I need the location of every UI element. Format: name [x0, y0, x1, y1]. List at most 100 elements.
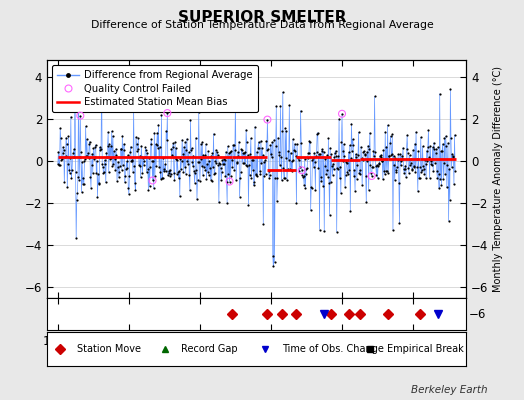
- Point: [402, 145, 411, 152]
- Point: [167, 171, 175, 177]
- Point: [96, 147, 105, 154]
- Point: [171, 156, 180, 163]
- Point: [440, 160, 448, 166]
- Point: [358, 182, 366, 188]
- Point: [254, 139, 263, 145]
- Point: [100, 169, 108, 175]
- Point: [166, 166, 174, 173]
- Point: [343, 160, 351, 166]
- Point: [229, 142, 237, 148]
- Point: [253, 173, 261, 179]
- Point: [403, 132, 411, 138]
- Point: [227, 147, 235, 154]
- Point: [182, 147, 191, 153]
- Point: [347, 120, 356, 127]
- Point: [302, 171, 310, 177]
- Point: [429, 144, 437, 150]
- Point: [370, 93, 379, 100]
- Point: [444, 218, 453, 224]
- Point: [334, 153, 342, 160]
- Point: [421, 156, 429, 163]
- Point: [196, 156, 205, 163]
- Point: [121, 179, 129, 185]
- Point: [431, 160, 439, 166]
- Point: [294, 155, 302, 161]
- Point: [434, 171, 443, 177]
- Point: [435, 90, 444, 97]
- Point: [275, 149, 283, 155]
- Point: [249, 182, 258, 188]
- Point: [212, 160, 221, 166]
- Point: [296, 164, 304, 170]
- Point: [421, 161, 430, 168]
- Point: [435, 185, 443, 192]
- Point: [96, 144, 104, 150]
- Point: [246, 151, 255, 157]
- Point: [156, 168, 165, 175]
- Point: [248, 166, 257, 173]
- Point: [85, 138, 94, 145]
- Point: [320, 148, 328, 155]
- Point: [240, 160, 248, 166]
- Point: [370, 153, 378, 159]
- Point: [372, 163, 380, 169]
- Point: [269, 253, 277, 259]
- Point: [271, 175, 279, 182]
- Point: [411, 140, 419, 147]
- Point: [386, 133, 395, 139]
- Point: [397, 158, 406, 164]
- Point: [163, 110, 171, 116]
- Point: [338, 110, 346, 117]
- Point: [445, 166, 453, 172]
- Point: [221, 157, 229, 164]
- Point: [387, 152, 395, 158]
- Point: [330, 154, 339, 160]
- Point: [185, 172, 193, 178]
- Point: [365, 146, 374, 152]
- Point: [124, 152, 132, 158]
- Point: [208, 150, 216, 157]
- Point: [236, 175, 244, 182]
- Point: [162, 128, 170, 134]
- Point: [84, 154, 93, 161]
- Point: [169, 140, 178, 147]
- Point: [79, 181, 87, 187]
- Point: [189, 152, 198, 159]
- Point: [62, 134, 70, 141]
- Point: [379, 176, 387, 182]
- Point: [122, 158, 130, 165]
- Point: [388, 150, 396, 157]
- Point: [57, 135, 65, 142]
- Text: −6: −6: [468, 308, 486, 320]
- Point: [244, 152, 252, 158]
- Point: [441, 133, 450, 139]
- Point: [124, 184, 133, 191]
- Point: [335, 116, 343, 122]
- Point: [237, 146, 246, 152]
- Point: [107, 155, 115, 162]
- Point: [62, 141, 71, 147]
- Point: [145, 155, 153, 162]
- Point: [266, 142, 275, 148]
- Point: [377, 151, 385, 158]
- Point: [61, 154, 69, 160]
- Point: [340, 141, 348, 147]
- Point: [97, 76, 106, 83]
- Point: [374, 175, 382, 181]
- Point: [141, 144, 150, 151]
- Point: [201, 167, 210, 173]
- Point: [75, 176, 83, 183]
- Point: [243, 163, 252, 170]
- Point: [306, 139, 314, 145]
- Point: [272, 198, 281, 204]
- Point: [264, 146, 272, 152]
- Point: [438, 182, 446, 188]
- Point: [207, 153, 215, 160]
- Point: [144, 166, 152, 172]
- Point: [116, 145, 125, 152]
- Point: [128, 156, 137, 163]
- Point: [245, 172, 254, 178]
- Point: [390, 177, 399, 183]
- Point: [217, 169, 226, 175]
- Point: [305, 138, 314, 144]
